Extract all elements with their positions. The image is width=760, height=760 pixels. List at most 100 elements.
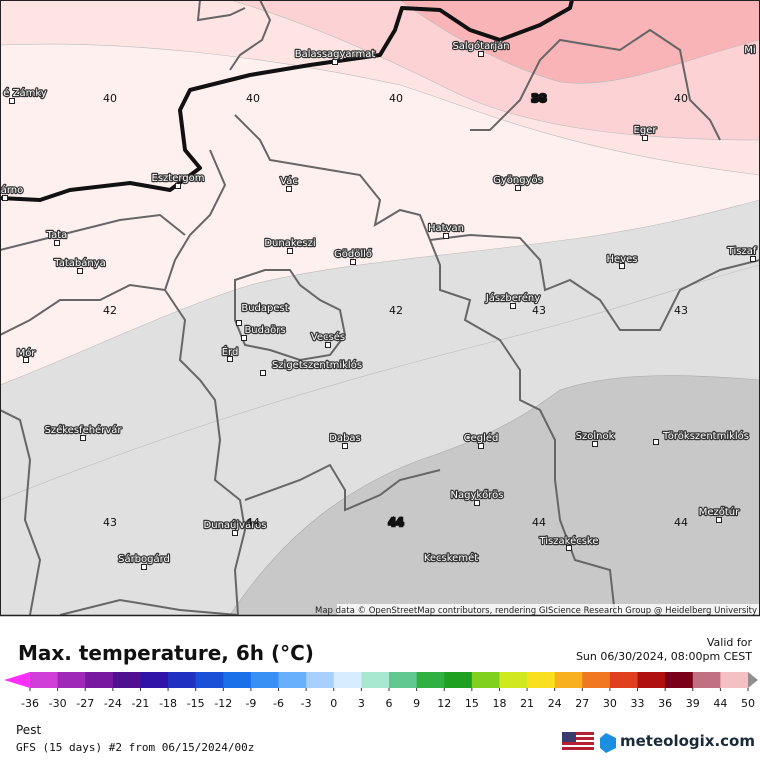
colorbar-tick-label: 12: [437, 697, 451, 710]
temperature-value: 43: [674, 304, 688, 317]
colorbar-tick-label: -6: [273, 697, 284, 710]
city-marker: [241, 335, 247, 341]
country-border: [0, 0, 574, 202]
city-marker: [54, 240, 60, 246]
city-label: Heves: [607, 254, 638, 265]
temp-band: [399, 0, 760, 84]
logo[interactable]: meteologix.com: [620, 732, 755, 750]
city-marker: [653, 439, 659, 445]
colorbar-tick-label: 30: [603, 697, 617, 710]
colorbar-cell: [416, 672, 445, 688]
temp-band: [229, 375, 760, 616]
colorbar-cell: [278, 672, 307, 688]
city-label: Gyöngyös: [493, 175, 543, 186]
city-marker: [342, 443, 348, 449]
colorbar-cell: [140, 672, 169, 688]
colorbar-cell: [471, 672, 500, 688]
temperature-value: 44: [532, 516, 546, 529]
colorbar-tick-label: -3: [301, 697, 312, 710]
region: Pest: [16, 723, 41, 737]
colorbar-arrow: [748, 672, 758, 688]
city-marker: [77, 268, 83, 274]
flag: [562, 732, 594, 750]
city-label: Tatabánya: [53, 257, 106, 269]
colorbar-tick-label: -12: [214, 697, 232, 710]
city-label: Mi: [744, 45, 755, 56]
colorbar-tick-label: 33: [631, 697, 645, 710]
colorbar-cell: [168, 672, 197, 688]
city-marker: [9, 98, 15, 104]
colorbar-cell: [692, 672, 721, 688]
colorbar-cell: [195, 672, 224, 688]
colorbar-tick-label: -30: [49, 697, 67, 710]
city-marker: [510, 303, 516, 309]
colorbar-cell: [499, 672, 528, 688]
city-marker: [515, 185, 521, 191]
colorbar-tick-label: 44: [713, 697, 727, 710]
colorbar-tick-label: -27: [76, 697, 94, 710]
map: é Zámky Balassagyarmat Salgótarján Mi Eger Es…: [0, 0, 760, 617]
colorbar-tick-label: 9: [413, 697, 420, 710]
colorbar-tick-label: 24: [548, 697, 562, 710]
colorbar-cell: [333, 672, 362, 688]
city-marker: [227, 356, 233, 362]
city-label: Vác: [280, 175, 298, 187]
colorbar-cell: [223, 672, 252, 688]
city-marker: [474, 500, 480, 506]
city-label: Szigetszentmiklós: [272, 359, 362, 371]
colorbar-cell: [306, 672, 335, 688]
city-layer: é Zámky Balassagyarmat Salgótarján Mi Eger Es…: [0, 39, 758, 570]
colorbar-tick-label: -9: [245, 697, 256, 710]
colorbar-tick-label: -36: [21, 697, 39, 710]
colorbar-tick-label: 18: [492, 697, 506, 710]
colorbar-cell: [582, 672, 611, 688]
city-label: Dabas: [329, 433, 361, 444]
city-label: Tata: [46, 230, 68, 241]
colorbar-cell: [250, 672, 280, 688]
valid-time: Sun 06/30/2024, 08:00pm CEST: [576, 650, 752, 663]
colorbar-tick-label: 39: [686, 697, 700, 710]
city-marker: [592, 441, 598, 447]
city-marker: [350, 259, 356, 265]
city-label: Mór: [17, 347, 37, 359]
city-label: Dunaújváros: [204, 519, 267, 531]
city-marker: [286, 186, 292, 192]
temperature-value: 43: [103, 516, 117, 529]
city-label: Hatvan: [428, 223, 464, 234]
colorbar-cell: [554, 672, 583, 688]
city-label: Tiszaf: [727, 246, 757, 257]
colorbar-cell: [30, 672, 59, 688]
city-label: Székesfehérvár: [45, 424, 123, 436]
colorbar-tick-label: -21: [131, 697, 149, 710]
city-marker: [260, 370, 266, 376]
temperature-value: 38: [531, 92, 546, 105]
city-marker: [478, 51, 484, 57]
county-borders: [0, 0, 760, 616]
city-label: Dunakeszi: [264, 238, 315, 249]
colorbar-cell: [665, 672, 694, 688]
temperature-value: 40: [246, 92, 260, 105]
temperature-value: 42: [103, 304, 117, 317]
attribution-bg: [337, 604, 760, 615]
valid-label: Valid for: [707, 636, 753, 649]
city-marker: [619, 263, 625, 269]
city-label: Budaörs: [244, 325, 285, 336]
city-marker: [716, 517, 722, 523]
city-marker: [443, 233, 449, 239]
colorbar-cell: [720, 672, 749, 688]
city-marker: [566, 545, 572, 551]
temperature-value: 40: [674, 92, 688, 105]
colorbar-cell: [85, 672, 114, 688]
city-label: Vecsés: [311, 331, 345, 343]
city-label: Cegléd: [464, 432, 499, 444]
city-label: Budapest: [241, 303, 288, 314]
city-label: Tiszakécske: [538, 535, 598, 547]
city-label: Balassagyarmat: [295, 49, 376, 60]
colorbar-tick-label: 50: [741, 697, 755, 710]
temperature-value: 43: [532, 304, 546, 317]
temperature-value: 40: [389, 92, 403, 105]
city-marker: [236, 320, 242, 326]
city-label: Salgótarján: [452, 40, 509, 52]
city-label: é Zámky: [3, 87, 46, 99]
